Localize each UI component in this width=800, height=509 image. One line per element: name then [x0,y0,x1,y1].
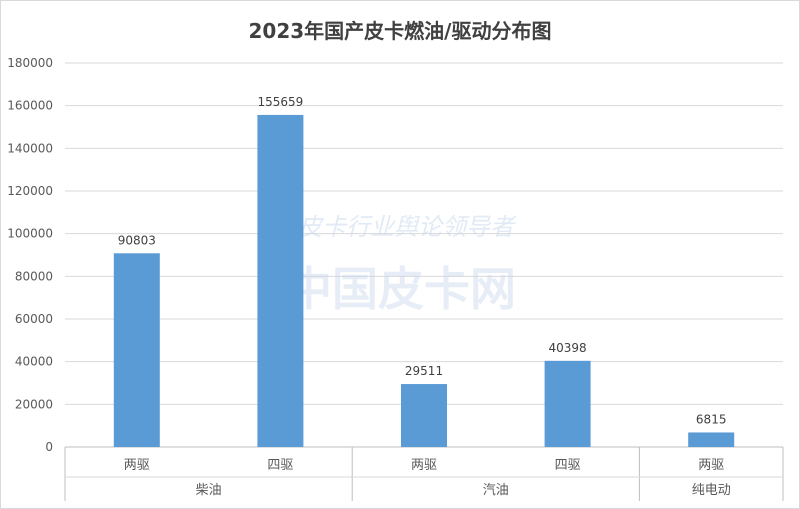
data-label: 90803 [118,233,156,247]
y-tick-label: 60000 [15,312,53,326]
data-label: 29511 [405,364,443,378]
x-category-label: 两驱 [698,458,724,473]
data-label: 6815 [696,412,727,426]
bar [257,114,304,448]
data-label: 40398 [549,341,587,355]
x-category-label: 四驱 [267,458,293,473]
x-category-label: 四驱 [555,458,581,473]
y-tick-label: 100000 [7,227,53,241]
x-category-label: 两驱 [411,458,437,473]
bar [544,360,591,447]
watermark-logo: 中国皮卡网 [286,262,516,316]
bar [401,384,447,447]
y-tick-label: 20000 [15,397,53,411]
x-group-label: 柴油 [196,483,222,498]
bar [113,253,160,447]
y-tick-label: 160000 [7,99,53,113]
data-label: 155659 [257,95,303,109]
x-group-label: 汽油 [483,483,509,498]
x-category-label: 两驱 [124,458,150,473]
y-tick-label: 80000 [15,269,53,283]
y-tick-label: 0 [45,440,53,454]
bar [688,432,735,447]
y-tick-label: 40000 [15,355,53,369]
x-group-label: 纯电动 [692,483,731,498]
y-tick-label: 140000 [7,141,53,155]
y-tick-label: 180000 [7,56,53,70]
y-tick-label: 120000 [7,184,53,198]
watermark-slogan: 皮卡行业舆论领导者 [298,213,517,241]
chart-title: 2023年国产皮卡燃油/驱动分布图 [248,19,552,43]
